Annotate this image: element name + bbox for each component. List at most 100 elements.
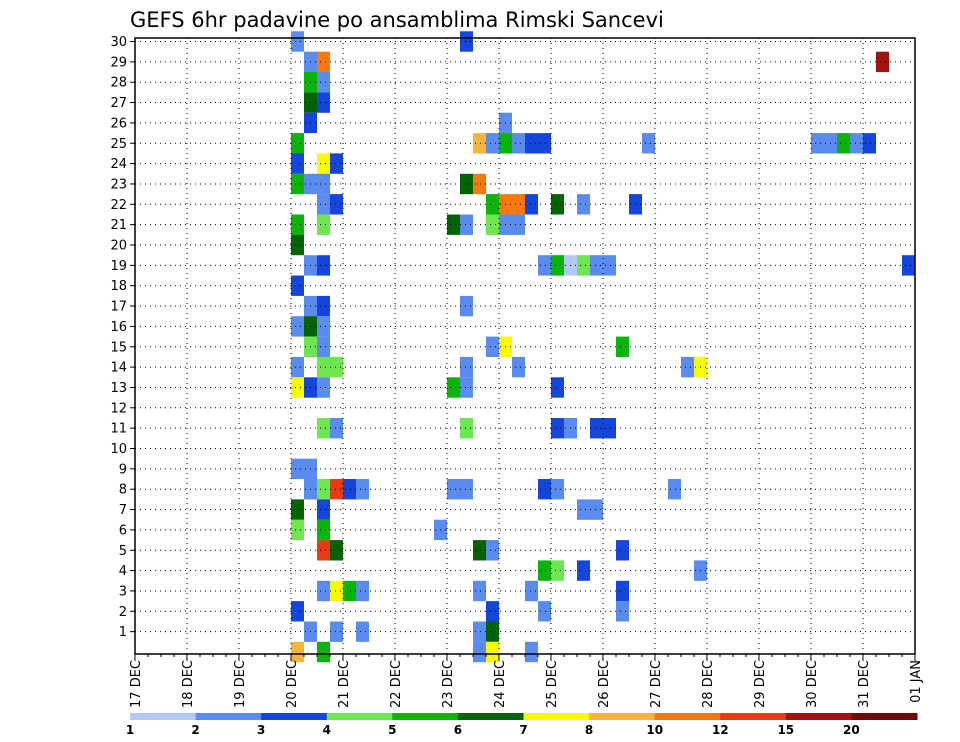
y-tick-label: 19 — [110, 259, 127, 274]
heatmap-cell — [317, 51, 330, 73]
colorbar-label: 10 — [646, 723, 663, 737]
heatmap-cell — [486, 540, 499, 561]
heatmap-cell — [811, 133, 824, 154]
heatmap-cell — [642, 133, 655, 154]
x-tick-label: 17 DEC — [129, 660, 144, 708]
heatmap-cell — [577, 560, 590, 581]
colorbar-label: 4 — [323, 723, 331, 737]
colorbar-label: 3 — [257, 723, 265, 737]
y-tick-label: 20 — [110, 239, 127, 254]
y-tick-label: 28 — [110, 76, 127, 91]
colorbar-label: 8 — [585, 723, 593, 737]
y-tick-label: 26 — [110, 116, 127, 131]
heatmap-cell — [317, 153, 330, 174]
heatmap-cell — [486, 621, 499, 642]
x-tick-label: 28 DEC — [701, 660, 716, 708]
colorbar-label: 20 — [843, 723, 860, 737]
heatmap-cell — [837, 133, 850, 154]
heatmap-cell — [330, 479, 343, 500]
y-tick-label: 24 — [110, 157, 127, 172]
x-tick-label: 30 DEC — [805, 660, 820, 708]
heatmap-cell — [291, 31, 304, 52]
colorbar-swatch — [261, 713, 328, 720]
heatmap-cell — [291, 316, 304, 337]
colorbar-swatch — [785, 713, 852, 720]
heatmap-cell — [460, 479, 473, 500]
y-tick-label: 22 — [110, 198, 127, 213]
heatmap-cell — [291, 214, 304, 235]
heatmap-cell — [590, 418, 603, 439]
colorbar-swatch — [851, 713, 918, 720]
colorbar-swatch — [392, 713, 459, 720]
y-tick-label: 12 — [110, 401, 127, 416]
heatmap-cell — [291, 133, 304, 154]
colorbar-label: 7 — [519, 723, 527, 737]
x-tick-label: 29 DEC — [753, 660, 768, 708]
heatmap-cell — [317, 479, 330, 500]
y-tick-label: 8 — [119, 483, 127, 498]
heatmap-cell — [330, 621, 343, 642]
heatmap-cell — [330, 153, 343, 174]
colorbar-swatch — [720, 713, 787, 720]
heatmap-cell — [291, 601, 304, 622]
y-tick-label: 16 — [110, 320, 127, 335]
heatmap-cell — [486, 194, 499, 215]
heatmap-cell — [317, 214, 330, 235]
data-cells — [291, 31, 915, 663]
heatmap-cell — [330, 194, 343, 215]
heatmap-cell — [317, 356, 330, 378]
heatmap-cell — [616, 580, 629, 602]
heatmap-cell — [291, 153, 304, 174]
heatmap-cell — [317, 519, 330, 541]
chart-title: GEFS 6hr padavine po ansamblima Rimski S… — [130, 8, 664, 32]
heatmap-cell — [902, 255, 915, 276]
colorbar-label: 1 — [126, 723, 134, 737]
heatmap-cell — [876, 51, 889, 73]
heatmap-cell — [512, 214, 525, 235]
y-tick-label: 13 — [110, 381, 127, 396]
x-tick-label: 24 DEC — [493, 660, 508, 708]
y-tick-label: 3 — [119, 584, 127, 599]
colorbar-label: 2 — [191, 723, 199, 737]
heatmap-cell — [863, 133, 876, 154]
heatmap-cell — [551, 194, 564, 215]
x-tick-label: 25 DEC — [545, 660, 560, 708]
heatmap-cell — [291, 275, 304, 296]
heatmap-cell — [538, 255, 551, 276]
heatmap-cell — [317, 316, 330, 337]
heatmap-cell — [460, 31, 473, 52]
heatmap-cell — [317, 295, 330, 317]
heatmap-cell — [447, 214, 460, 235]
heatmap-cell — [551, 418, 564, 439]
heatmap-cell — [473, 540, 486, 561]
heatmap-cell — [291, 356, 304, 378]
heatmap-cell — [473, 621, 486, 642]
colorbar-label: 15 — [777, 723, 794, 737]
colorbar-legend: 1 2 3 4 5 6 7 8 10 12 15 20 — [126, 713, 918, 737]
heatmap-cell — [473, 133, 486, 154]
colorbar-label: 5 — [388, 723, 396, 737]
heatmap-cell — [343, 580, 356, 602]
heatmap-cell — [317, 580, 330, 602]
heatmap-cell — [577, 499, 590, 520]
heatmap-cell — [460, 356, 473, 378]
heatmap-cell — [291, 377, 304, 398]
y-tick-label: 5 — [119, 544, 127, 559]
heatmap-cell — [486, 336, 499, 357]
heatmap-cell — [330, 540, 343, 561]
y-tick-label: 21 — [110, 218, 127, 233]
heatmap-cell — [616, 601, 629, 622]
heatmap-cell — [681, 356, 694, 378]
heatmap-cell — [473, 641, 486, 663]
heatmap-cell — [460, 377, 473, 398]
heatmap-cell — [551, 479, 564, 500]
heatmap-cell — [668, 479, 681, 500]
heatmap-cell — [590, 499, 603, 520]
heatmap-cell — [447, 479, 460, 500]
heatmap-cell — [512, 133, 525, 154]
heatmap-cell — [616, 540, 629, 561]
heatmap-cell — [330, 356, 343, 378]
heatmap-cell — [486, 601, 499, 622]
heatmap-cell — [525, 580, 538, 602]
